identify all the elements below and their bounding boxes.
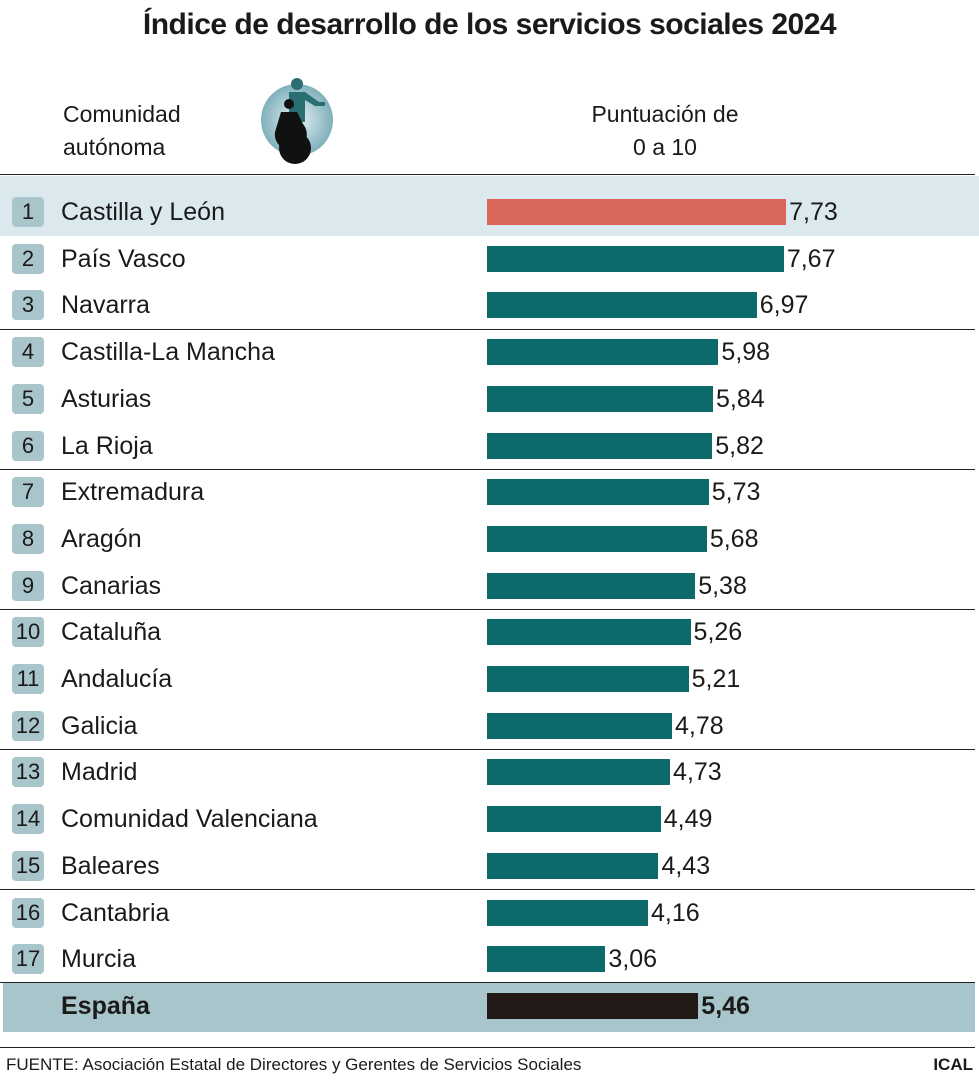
separator — [0, 889, 975, 891]
rank: 5 — [12, 383, 44, 414]
rank: 3 — [12, 290, 44, 321]
rank: 12 — [12, 710, 44, 741]
source: FUENTE: Asociación Estatal de Directores… — [6, 1055, 582, 1074]
category-label: Aragón — [61, 524, 142, 553]
bar — [487, 712, 672, 739]
rank: 15 — [12, 850, 44, 881]
category-label: Cataluña — [61, 618, 162, 647]
bar — [487, 946, 606, 973]
value-header: Puntuación de 0 a 10 — [591, 101, 739, 160]
category-label: Galicia — [61, 711, 138, 740]
value-label: 6,97 — [759, 291, 809, 320]
bar — [487, 199, 787, 225]
category-label: La Rioja — [61, 431, 153, 460]
total-label: España — [61, 992, 150, 1020]
category-label: Castilla y León — [61, 198, 225, 226]
credit: ICAL — [933, 1055, 973, 1074]
chart-title: Índice de desarrollo de los servicios so… — [142, 8, 837, 41]
bar — [487, 993, 699, 1019]
separator — [0, 982, 975, 983]
bar — [487, 339, 719, 366]
rank: 17 — [12, 944, 44, 975]
value-label: 7,67 — [786, 244, 836, 273]
value-label: 4,73 — [673, 758, 722, 787]
category-label: Madrid — [61, 758, 138, 787]
value-label: 3,06 — [608, 945, 658, 974]
rank: 7 — [12, 477, 44, 508]
value-label: 5,26 — [693, 618, 743, 647]
separator — [0, 174, 975, 175]
category-label: Navarra — [61, 291, 150, 320]
bar — [487, 852, 659, 879]
rank: 4 — [12, 337, 44, 368]
bar — [487, 899, 648, 926]
bar — [487, 806, 661, 833]
bar — [487, 572, 696, 599]
value-label: 4,16 — [650, 898, 700, 927]
rank: 2 — [12, 243, 44, 274]
icon — [261, 78, 333, 164]
category-label: Cantabria — [61, 898, 170, 927]
separator — [0, 749, 975, 751]
rank: 14 — [12, 804, 44, 835]
category-label: Murcia — [61, 945, 137, 974]
rank: 16 — [12, 897, 44, 928]
category-label: Castilla-La Mancha — [61, 338, 275, 367]
bar — [487, 525, 707, 552]
value-label: 4,43 — [661, 851, 711, 880]
bar — [487, 432, 713, 459]
rank: 8 — [12, 523, 44, 554]
category-label: País Vasco — [61, 244, 186, 273]
value-label: 5,21 — [691, 665, 741, 693]
rank: 9 — [12, 570, 44, 601]
bar — [487, 619, 691, 646]
value-label: 5,73 — [711, 478, 761, 507]
bar — [487, 245, 784, 272]
bar — [487, 292, 757, 319]
value-label: 5,84 — [716, 384, 765, 413]
rank: 10 — [12, 617, 44, 648]
bar — [487, 385, 713, 412]
category-label: Extremadura — [61, 478, 205, 507]
value-label: 5,82 — [715, 431, 764, 460]
category-label: Andalucía — [61, 665, 173, 693]
value-label: 5,68 — [709, 524, 759, 553]
value-label: 4,78 — [674, 711, 724, 740]
separator — [0, 468, 975, 470]
value-label: 5,38 — [698, 571, 747, 600]
category-label: Canarias — [61, 571, 162, 600]
category-label: Baleares — [61, 851, 160, 880]
value-label: 5,98 — [721, 338, 771, 367]
rank: 1 — [12, 197, 44, 227]
rank: 13 — [12, 757, 44, 788]
category-header: Comunidad autónoma — [63, 101, 181, 160]
separator — [0, 608, 975, 610]
category-label: Asturias — [61, 384, 152, 413]
separator — [0, 1047, 975, 1048]
rank: 6 — [12, 430, 44, 461]
category-label: Comunidad Valenciana — [61, 805, 318, 834]
bar — [487, 759, 671, 786]
bar — [487, 666, 689, 692]
rank: 11 — [12, 664, 44, 694]
separator — [0, 328, 975, 330]
value-label: 4,49 — [663, 805, 713, 834]
bar — [487, 479, 709, 506]
value-label: 5,46 — [701, 992, 750, 1020]
value-label: 7,73 — [789, 198, 838, 226]
